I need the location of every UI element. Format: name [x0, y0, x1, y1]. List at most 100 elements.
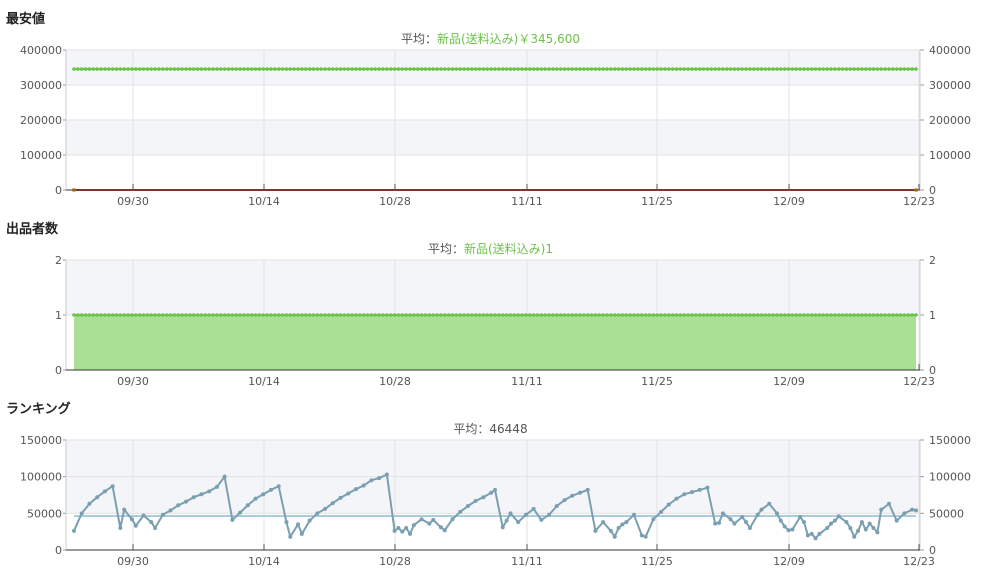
data-point-new [875, 313, 880, 317]
data-point-new [840, 67, 845, 71]
data-point-new [458, 67, 463, 71]
data-point-new [269, 67, 273, 71]
y-tick-label-right: 200000 [929, 114, 971, 127]
data-point-new [238, 67, 242, 71]
data-point-new [91, 67, 96, 71]
data-point-new [748, 67, 752, 71]
data-point-new [95, 67, 99, 71]
data-point-new [759, 67, 764, 71]
data-point-new [686, 313, 690, 317]
data-point-new [524, 67, 528, 71]
data-point-new [713, 313, 717, 317]
data-point-new [122, 313, 127, 317]
data-point-new [276, 67, 281, 71]
data-point-ranking [720, 511, 725, 516]
data-point-new [485, 313, 490, 317]
data-point-new [242, 67, 246, 71]
data-point-new [280, 313, 285, 317]
data-point-new [172, 313, 177, 317]
data-point-new [562, 67, 567, 71]
x-tick-label: 11/11 [511, 555, 543, 568]
data-point-new [779, 67, 783, 71]
data-point-ranking [408, 531, 413, 536]
data-point-new [493, 313, 497, 317]
data-point-ranking [191, 495, 196, 500]
data-point-new [500, 313, 505, 317]
data-point-new [435, 67, 439, 71]
data-point-ranking [129, 517, 134, 522]
data-point-new [852, 67, 857, 71]
data-point-new [191, 313, 196, 317]
data-point-new [651, 313, 656, 317]
data-point-ranking [176, 503, 181, 508]
data-point-new [798, 313, 802, 317]
data-point-new [531, 67, 536, 71]
grid-band [66, 260, 920, 315]
data-point-ranking [871, 526, 876, 530]
data-point-new [369, 313, 374, 317]
data-point-ranking [79, 511, 84, 516]
data-point-ranking [87, 501, 92, 506]
chart-title-seller-count: 出品者数 [6, 222, 59, 237]
data-point-new [130, 313, 134, 317]
data-point-new [605, 313, 609, 317]
data-point-new [133, 67, 138, 71]
data-point-new [597, 313, 602, 317]
data-point-ranking [624, 520, 629, 525]
data-point-new [543, 313, 548, 317]
data-point-ranking [886, 501, 891, 506]
data-point-new [786, 67, 791, 71]
data-point-ranking [222, 474, 227, 479]
data-point-new [427, 67, 432, 71]
data-point-new [249, 313, 254, 317]
data-point-new [280, 67, 285, 71]
data-point-new [423, 67, 428, 71]
data-point-new [647, 313, 652, 317]
data-point-new [419, 313, 424, 317]
data-point-new [612, 67, 617, 71]
data-point-ranking [160, 512, 165, 517]
data-point-new [767, 67, 772, 71]
data-point-new [79, 67, 84, 71]
data-point-ranking [284, 520, 289, 525]
data-point-new [763, 313, 768, 317]
data-point-ranking [338, 495, 343, 500]
data-point-new [497, 67, 501, 71]
data-point-ranking [296, 522, 301, 527]
data-point-ranking [747, 526, 752, 530]
data-point-ranking [666, 502, 671, 507]
data-point-new [840, 313, 845, 317]
data-point-new [72, 67, 76, 71]
data-point-new [508, 313, 513, 317]
series-area-new [74, 315, 916, 370]
data-point-ranking [330, 501, 335, 506]
data-point-new [176, 67, 181, 71]
data-point-ranking [504, 518, 509, 523]
data-point-ranking [315, 511, 320, 516]
data-point-ranking [465, 504, 470, 508]
data-point-new [740, 67, 744, 71]
data-point-new [377, 67, 381, 71]
data-point-new [620, 67, 625, 71]
data-point-ranking [639, 533, 644, 538]
data-point-ranking [438, 525, 443, 530]
x-tick-label: 10/28 [379, 555, 411, 568]
y-tick-label-left: 150000 [20, 434, 62, 447]
data-point-new [694, 313, 698, 317]
data-point-new [323, 313, 327, 317]
data-point-new [296, 313, 300, 317]
data-point-new [435, 313, 439, 317]
y-tick-label-left: 1 [55, 309, 62, 322]
data-point-ranking [786, 528, 791, 533]
data-point-new [222, 67, 227, 71]
data-point-new [365, 67, 370, 71]
data-point-new [759, 313, 764, 317]
data-point-new [674, 67, 679, 71]
data-point-new [454, 313, 459, 317]
data-point-ranking [361, 483, 366, 488]
data-point-new [103, 67, 107, 71]
data-point-new [439, 67, 443, 71]
data-point-new [570, 313, 575, 317]
data-point-ranking [608, 528, 613, 533]
y-tick-label-right: 300000 [929, 79, 971, 92]
